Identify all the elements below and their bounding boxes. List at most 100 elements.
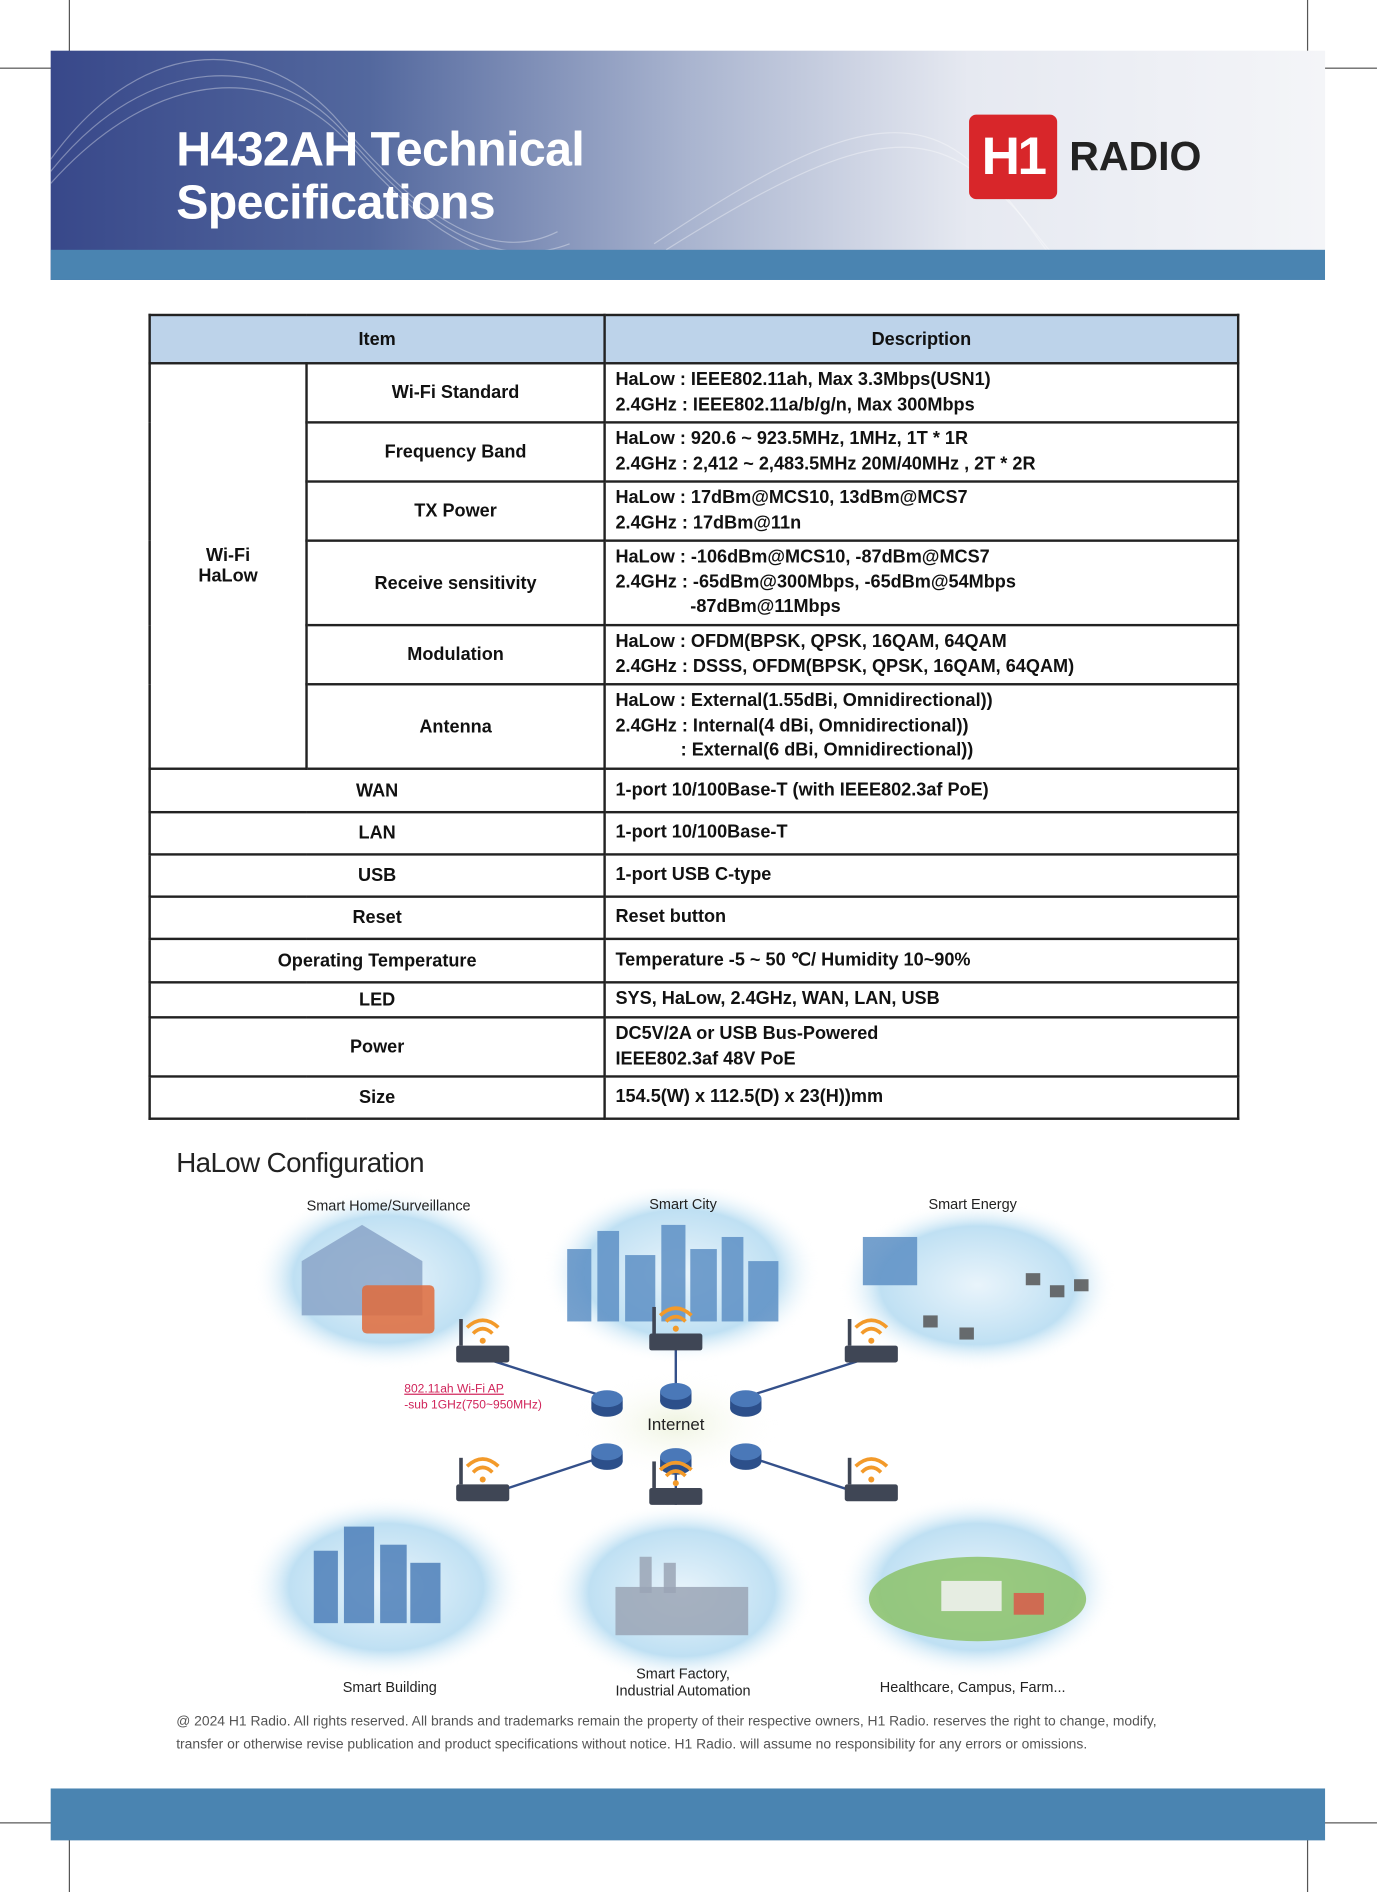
title-line: Specifications bbox=[176, 176, 496, 230]
table-row: Size 154.5(W) x 112.5(D) x 23(H))mm bbox=[148, 1075, 1240, 1120]
description-line: SYS, HaLow, 2.4GHz, WAN, LAN, USB bbox=[615, 988, 940, 1010]
energy-houses bbox=[923, 1273, 1089, 1340]
spec-table: Item Description Wi-Fi HaLow Wi-Fi Standar… bbox=[148, 313, 1240, 1120]
item-cell: Size bbox=[148, 1075, 606, 1120]
ap-label: 802.11ah Wi-Fi AP bbox=[404, 1382, 504, 1396]
logo-word: RADIO bbox=[1069, 133, 1202, 180]
crop-mark bbox=[1306, 0, 1309, 56]
description-line: 1-port 10/100Base-T bbox=[615, 822, 788, 843]
wifi-ap-icon bbox=[456, 1318, 510, 1363]
description-cell: 1-port USB C-type bbox=[603, 853, 1240, 898]
description-line: Reset button bbox=[615, 906, 727, 928]
wifi-ap-icon bbox=[844, 1318, 898, 1363]
scene-label: Smart Building bbox=[343, 1680, 437, 1696]
item-cell: Wi-Fi Standard bbox=[305, 362, 606, 424]
table-row: Wi-Fi HaLow Wi-Fi Standard HaLow : IEEE802.… bbox=[148, 362, 1240, 770]
crop-mark bbox=[1321, 67, 1377, 69]
description-cell: HaLow : -106dBm@MCS10, -87dBm@MCS7 2.4GHz… bbox=[603, 539, 1240, 627]
wifi-ap-icon bbox=[844, 1457, 898, 1502]
table-row: Receive sensitivity HaLow : -106dBm@MCS10… bbox=[150, 539, 1240, 627]
description-line: : External(6 dBi, Omnidirectional)) bbox=[680, 740, 974, 761]
description-cell: 154.5(W) x 112.5(D) x 23(H))mm bbox=[603, 1075, 1240, 1120]
crop-mark bbox=[1306, 1836, 1309, 1892]
wifi-ap-icon bbox=[649, 1460, 703, 1505]
group-cell-wifi-halow: Wi-Fi HaLow bbox=[148, 362, 308, 770]
table-row: Reset Reset button bbox=[148, 895, 1240, 941]
item-cell: LED bbox=[148, 981, 606, 1019]
description-line: 2.4GHz : Internal(4 dBi, Omnidirectional… bbox=[615, 715, 969, 736]
description-line: 154.5(W) x 112.5(D) x 23(H))mm bbox=[615, 1086, 884, 1107]
item-cell: LAN bbox=[148, 810, 606, 856]
item-cell: Antenna bbox=[305, 683, 606, 770]
logo-mark: H1 bbox=[969, 114, 1058, 200]
tablet-icon bbox=[362, 1285, 435, 1334]
description-line: HaLow : 17dBm@MCS10, 13dBm@MCS7 bbox=[615, 487, 968, 509]
item-cell: Reset bbox=[148, 895, 606, 941]
table-row: Frequency Band HaLow : 920.6 ~ 923.5MHz, … bbox=[150, 421, 1240, 483]
internet-routers bbox=[591, 1382, 762, 1475]
h1-radio-logo: H1 RADIO bbox=[969, 114, 1202, 200]
description-cell: HaLow : 17dBm@MCS10, 13dBm@MCS7 2.4GHz : … bbox=[603, 480, 1240, 542]
group-label: HaLow bbox=[198, 565, 258, 587]
item-cell: Modulation bbox=[305, 623, 606, 686]
footer-line: transfer or otherwise revise publication… bbox=[176, 1737, 1088, 1753]
building-towers bbox=[313, 1526, 441, 1624]
table-row: Modulation HaLow : OFDM(BPSK, QPSK, 16QAM… bbox=[150, 623, 1240, 686]
description-line: HaLow : IEEE802.11ah, Max 3.3Mbps(USN1) bbox=[615, 369, 991, 390]
description-line: HaLow : OFDM(BPSK, QPSK, 16QAM, 64QAM bbox=[615, 631, 1007, 652]
description-line: HaLow : 920.6 ~ 923.5MHz, 1MHz, 1T * 1R bbox=[615, 428, 969, 449]
page-title: H432AH Technical Specifications bbox=[176, 123, 585, 230]
footer-band bbox=[50, 1788, 1326, 1841]
item-cell: USB bbox=[148, 853, 606, 898]
column-header-item: Item bbox=[148, 313, 606, 365]
item-cell: Power bbox=[148, 1016, 606, 1078]
description-cell: Temperature -5 ~ 50 ℃/ Humidity 10~90% bbox=[603, 937, 1240, 984]
scene-label: Smart Energy bbox=[928, 1197, 1017, 1213]
item-cell: TX Power bbox=[305, 480, 606, 542]
router-icon bbox=[730, 1390, 762, 1417]
item-cell: WAN bbox=[148, 767, 606, 814]
router-icon bbox=[730, 1443, 762, 1470]
crop-mark bbox=[1321, 1822, 1377, 1824]
description-cell: 1-port 10/100Base-T bbox=[603, 810, 1240, 856]
wave-decoration bbox=[50, 59, 1101, 280]
description-cell: 1-port 10/100Base-T (with IEEE802.3af Po… bbox=[603, 767, 1240, 814]
router-icon bbox=[591, 1443, 623, 1470]
description-cell: HaLow : External(1.55dBi, Omnidirectiona… bbox=[603, 683, 1240, 770]
table-row: LAN 1-port 10/100Base-T bbox=[148, 810, 1240, 856]
internet-cloud bbox=[573, 1369, 779, 1479]
header-band bbox=[50, 249, 1326, 280]
item-cell: Frequency Band bbox=[305, 421, 606, 483]
wifi-ap-icon bbox=[456, 1457, 510, 1502]
item-cell: Operating Temperature bbox=[148, 937, 606, 984]
scene-label: Smart City bbox=[649, 1197, 717, 1213]
title-line: H432AH Technical bbox=[176, 123, 585, 177]
table-row: USB 1-port USB C-type bbox=[148, 853, 1240, 898]
description-cell: HaLow : OFDM(BPSK, QPSK, 16QAM, 64QAM 2.4… bbox=[603, 623, 1240, 686]
group-label: Wi-Fi bbox=[206, 545, 251, 566]
item-cell: Receive sensitivity bbox=[305, 539, 606, 627]
campus-farm bbox=[868, 1556, 1087, 1642]
table-row: TX Power HaLow : 17dBm@MCS10, 13dBm@MCS7 2… bbox=[150, 480, 1240, 542]
footer-line: @ 2024 H1 Radio. All rights reserved. Al… bbox=[176, 1714, 1157, 1730]
wifi-ap-icon bbox=[649, 1306, 703, 1351]
scene-label: Healthcare, Campus, Farm... bbox=[880, 1680, 1066, 1696]
description-line: 2.4GHz : -65dBm@300Mbps, -65dBm@54Mbps bbox=[615, 571, 1016, 593]
energy-building bbox=[862, 1236, 918, 1286]
description-line: HaLow : External(1.55dBi, Omnidirectiona… bbox=[615, 690, 993, 712]
internet-label: Internet bbox=[647, 1415, 705, 1434]
router-icon bbox=[591, 1390, 623, 1417]
factory bbox=[615, 1556, 749, 1636]
description-line: 1-port USB C-type bbox=[615, 864, 772, 885]
router-icon bbox=[660, 1382, 692, 1410]
scene-label: Industrial Automation bbox=[615, 1684, 750, 1700]
description-cell: HaLow : IEEE802.11ah, Max 3.3Mbps(USN1) 2… bbox=[603, 362, 1240, 424]
table-row: WAN 1-port 10/100Base-T (with IEEE802.3af… bbox=[148, 767, 1240, 814]
description-line: 2.4GHz : DSSS, OFDM(BPSK, QPSK, 16QAM, 6… bbox=[615, 655, 1075, 677]
scene-label: Smart Factory, bbox=[636, 1667, 730, 1683]
scene-illustrations bbox=[301, 1224, 1089, 1642]
description-cell: HaLow : 920.6 ~ 923.5MHz, 1MHz, 1T * 1R 2… bbox=[603, 421, 1240, 483]
crop-mark bbox=[68, 0, 70, 56]
crop-mark bbox=[0, 67, 56, 69]
config-heading: HaLow Configuration bbox=[176, 1146, 424, 1178]
